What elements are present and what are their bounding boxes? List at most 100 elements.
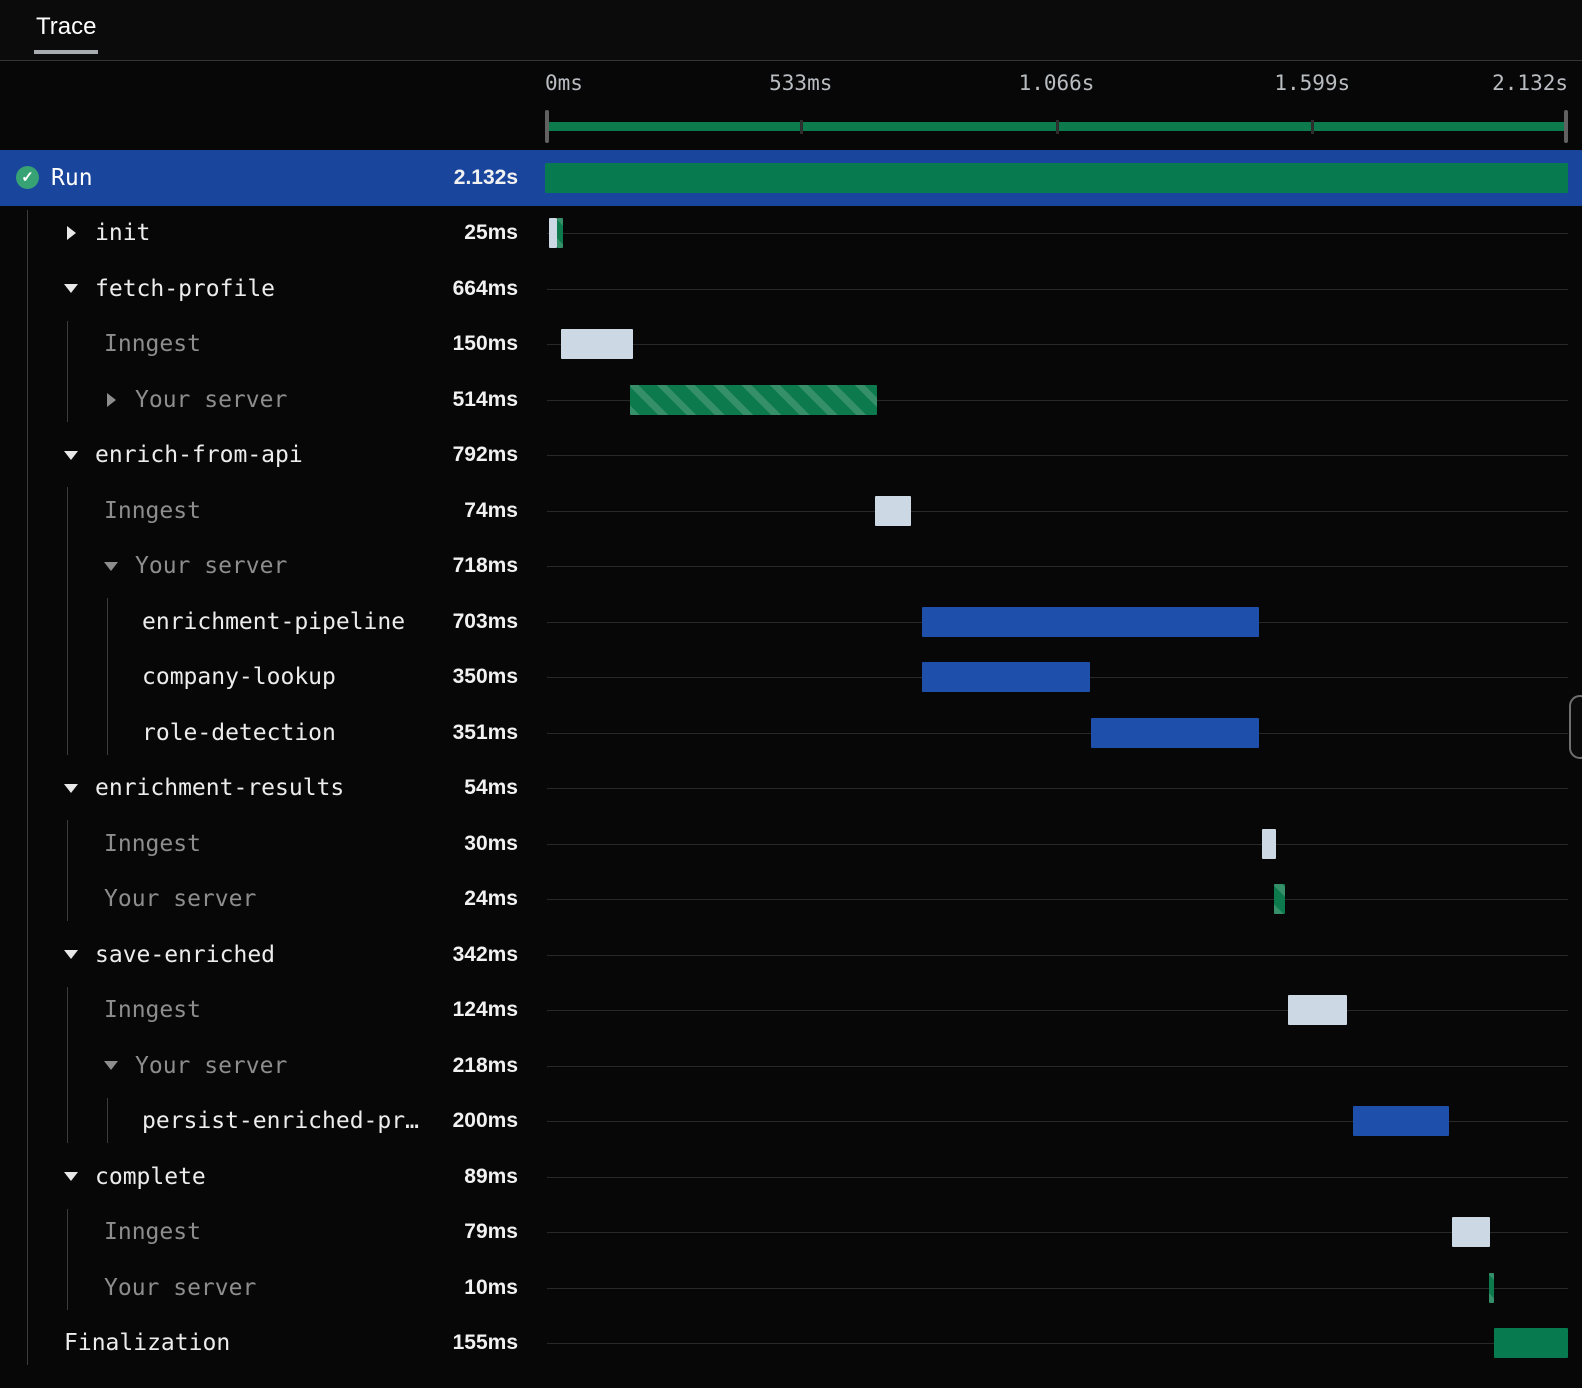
- trace-row-results-server[interactable]: Your server 24ms: [0, 872, 1582, 928]
- span-label: Your server: [104, 886, 257, 913]
- span-bar-init[interactable]: [548, 218, 557, 249]
- span-duration: 342ms: [452, 942, 518, 966]
- span-duration: 200ms: [452, 1109, 518, 1133]
- span-duration: 89ms: [464, 1164, 518, 1188]
- trace-row-role-detection[interactable]: role-detection 351ms: [0, 705, 1582, 761]
- span-duration: 74ms: [464, 498, 518, 522]
- trace-row-init[interactable]: init 25ms: [0, 206, 1582, 262]
- tab-trace[interactable]: Trace: [34, 13, 99, 54]
- axis-tick-label: 0ms: [545, 71, 583, 95]
- trace-row-fetch-profile[interactable]: fetch-profile 664ms: [0, 261, 1582, 317]
- row-baseline: [547, 566, 1568, 568]
- trace-row-save-inngest[interactable]: Inngest 124ms: [0, 983, 1582, 1039]
- span-bar-role-detection[interactable]: [1090, 717, 1259, 748]
- span-label: Finalization: [64, 1330, 231, 1357]
- chevron-down-icon[interactable]: [64, 950, 78, 960]
- trace-row-run[interactable]: ✓ Run 2.132s: [0, 150, 1582, 206]
- timeline-ruler-track: 0ms 533ms 1.066s 1.599s 2.132s: [545, 61, 1568, 150]
- minimap-tick: [799, 120, 803, 134]
- span-duration: 10ms: [464, 1275, 518, 1299]
- trace-row-enrich-inngest[interactable]: Inngest 74ms: [0, 483, 1582, 539]
- chevron-down-icon[interactable]: [104, 1061, 118, 1071]
- span-label: Run: [51, 164, 93, 191]
- span-bar-enrich-inngest[interactable]: [875, 495, 911, 526]
- row-baseline: [547, 344, 1568, 346]
- span-bar-fetch-inngest[interactable]: [560, 329, 633, 360]
- span-bar-run[interactable]: [545, 162, 1568, 193]
- chevron-down-icon[interactable]: [64, 1172, 78, 1182]
- span-bar-complete-inngest[interactable]: [1451, 1217, 1490, 1248]
- span-label: fetch-profile: [95, 275, 276, 302]
- trace-row-fetch-inngest[interactable]: Inngest 150ms: [0, 317, 1582, 373]
- row-baseline: [547, 1065, 1568, 1067]
- span-duration: 25ms: [464, 221, 518, 245]
- row-baseline: [547, 510, 1568, 512]
- span-bar-init[interactable]: [556, 218, 564, 249]
- trace-row-company-lookup[interactable]: company-lookup 350ms: [0, 650, 1582, 706]
- span-label: init: [95, 220, 151, 247]
- span-duration: 54ms: [464, 776, 518, 800]
- trace-row-finalization[interactable]: Finalization 155ms: [0, 1316, 1582, 1372]
- tab-bar: Trace: [0, 0, 1582, 61]
- trace-row-complete[interactable]: complete 89ms: [0, 1149, 1582, 1205]
- trace-row-complete-inngest[interactable]: Inngest 79ms: [0, 1205, 1582, 1261]
- axis-tick-label: 1.066s: [1018, 71, 1095, 95]
- axis-tick-label: 2.132s: [1492, 71, 1568, 95]
- trace-row-enrich-from-api[interactable]: enrich-from-api 792ms: [0, 428, 1582, 484]
- chevron-down-icon[interactable]: [64, 284, 78, 294]
- row-baseline: [547, 954, 1568, 956]
- span-bar-complete-server[interactable]: [1488, 1272, 1494, 1303]
- span-duration: 351ms: [452, 720, 518, 744]
- chevron-down-icon[interactable]: [64, 783, 78, 793]
- span-duration: 792ms: [452, 443, 518, 467]
- row-baseline: [547, 843, 1568, 845]
- span-bar-finalization[interactable]: [1493, 1328, 1568, 1359]
- span-bar-company-lookup[interactable]: [922, 662, 1091, 693]
- chevron-down-icon[interactable]: [64, 450, 78, 460]
- trace-row-enrichment-pipeline[interactable]: enrichment-pipeline 703ms: [0, 594, 1582, 650]
- span-duration: 350ms: [452, 665, 518, 689]
- axis-tick-label: 1.599s: [1274, 71, 1351, 95]
- row-baseline: [547, 732, 1568, 734]
- chevron-right-icon[interactable]: [104, 392, 118, 407]
- trace-row-save-server[interactable]: Your server 218ms: [0, 1038, 1582, 1094]
- minimap-tick: [1055, 120, 1059, 134]
- chevron-down-icon[interactable]: [104, 561, 118, 571]
- row-baseline: [547, 233, 1568, 235]
- span-label: company-lookup: [142, 664, 336, 691]
- row-baseline: [547, 288, 1568, 290]
- chevron-right-icon[interactable]: [64, 226, 78, 241]
- span-duration: 155ms: [452, 1331, 518, 1355]
- span-bar-results-server[interactable]: [1273, 884, 1286, 915]
- span-label: Inngest: [104, 997, 201, 1024]
- trace-row-complete-server[interactable]: Your server 10ms: [0, 1260, 1582, 1316]
- span-duration: 718ms: [452, 554, 518, 578]
- span-label: complete: [95, 1163, 206, 1190]
- span-bar-enrichment-pipeline[interactable]: [922, 606, 1260, 637]
- row-baseline: [547, 1121, 1568, 1123]
- tree-guide-line: [107, 1097, 108, 1143]
- trace-row-enrichment-results[interactable]: enrichment-results 54ms: [0, 761, 1582, 817]
- span-label: Inngest: [104, 331, 201, 358]
- scrollbar-thumb[interactable]: [1569, 695, 1582, 759]
- span-label: Your server: [135, 553, 288, 580]
- trace-row-save-enriched[interactable]: save-enriched 342ms: [0, 927, 1582, 983]
- tree-guide-line: [27, 209, 28, 1365]
- trace-row-persist-enriched[interactable]: persist-enriched-pr… 200ms: [0, 1094, 1582, 1150]
- minimap-left-handle[interactable]: [545, 110, 549, 143]
- span-bar-results-inngest[interactable]: [1261, 828, 1277, 859]
- minimap-right-handle[interactable]: [1564, 110, 1568, 143]
- axis-tick-label: 533ms: [769, 71, 833, 95]
- span-bar-fetch-server[interactable]: [629, 384, 877, 415]
- trace-row-enrich-server[interactable]: Your server 718ms: [0, 539, 1582, 595]
- span-bar-persist-enriched[interactable]: [1352, 1106, 1449, 1137]
- trace-row-results-inngest[interactable]: Inngest 30ms: [0, 816, 1582, 872]
- row-baseline: [547, 399, 1568, 401]
- trace-row-fetch-server[interactable]: Your server 514ms: [0, 372, 1582, 428]
- check-circle-icon: ✓: [16, 166, 39, 190]
- span-label: enrichment-results: [95, 775, 345, 802]
- timeline-minimap[interactable]: [545, 110, 1568, 144]
- span-bar-save-inngest[interactable]: [1287, 995, 1348, 1026]
- span-duration: 24ms: [464, 887, 518, 911]
